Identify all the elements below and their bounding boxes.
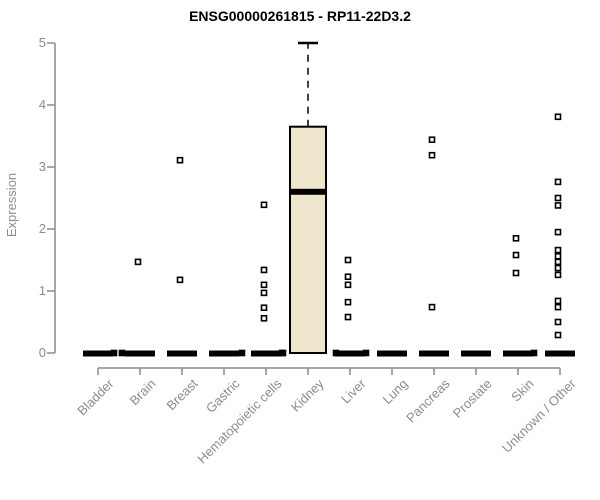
y-tick-label: 4 xyxy=(38,97,46,112)
flat-box-Hematopoietic cells xyxy=(251,350,281,357)
flat-box-Pancreas xyxy=(419,350,449,357)
outlier-point xyxy=(260,304,268,312)
outlier-point xyxy=(512,251,520,259)
outlier-point xyxy=(260,201,268,209)
outlier-point xyxy=(260,289,268,297)
outlier-point xyxy=(428,151,436,159)
outlier-point xyxy=(278,349,286,357)
y-tick-label: 1 xyxy=(38,283,46,298)
outlier-point xyxy=(260,314,268,322)
outlier-point xyxy=(332,349,340,357)
outlier-point xyxy=(554,202,562,209)
outlier-point xyxy=(110,349,118,357)
outlier-point xyxy=(512,269,520,277)
outlier-point xyxy=(554,258,562,266)
outlier-point xyxy=(344,298,352,306)
outlier-point xyxy=(344,281,352,289)
outlier-point xyxy=(260,266,268,274)
median-line xyxy=(291,188,325,195)
chart-title: ENSG00000261815 - RP11-22D3.2 xyxy=(189,8,411,24)
outlier-point xyxy=(554,331,562,339)
outlier-point xyxy=(238,349,246,357)
flat-box-Brain xyxy=(125,350,155,357)
flat-box-Lung xyxy=(377,350,407,357)
outlier-point xyxy=(134,258,142,266)
outlier-point xyxy=(554,252,562,260)
outlier-point xyxy=(554,271,562,279)
outlier-point xyxy=(530,349,538,357)
y-tick-label: 3 xyxy=(38,159,46,174)
outlier-point xyxy=(362,349,370,357)
outlier-point xyxy=(428,136,436,144)
outlier-point xyxy=(176,156,184,164)
outlier-point xyxy=(512,235,520,242)
outlier-point xyxy=(118,349,126,357)
flat-box-Liver xyxy=(335,350,365,357)
outlier-point xyxy=(176,276,184,284)
y-tick-label: 2 xyxy=(38,221,46,236)
flat-box-Breast xyxy=(167,350,197,357)
outlier-point xyxy=(554,113,562,121)
outlier-point xyxy=(554,194,562,202)
flat-box-Prostate xyxy=(461,350,491,357)
flat-box-Gastric xyxy=(209,350,239,357)
y-tick-label: 0 xyxy=(38,345,46,360)
y-tick-label: 5 xyxy=(38,35,46,50)
outlier-point xyxy=(554,264,562,272)
outlier-point xyxy=(554,318,562,326)
outlier-point xyxy=(554,303,562,311)
outlier-point xyxy=(554,228,562,236)
outlier-point xyxy=(554,246,562,254)
box-Kidney xyxy=(289,125,327,354)
outlier-point xyxy=(554,297,562,305)
outlier-point xyxy=(344,273,352,281)
flat-box-Bladder xyxy=(83,350,113,357)
outlier-point xyxy=(260,281,268,289)
outlier-point xyxy=(344,256,352,264)
outlier-point xyxy=(344,313,352,321)
outlier-point xyxy=(428,303,436,311)
flat-box-Skin xyxy=(503,350,533,357)
flat-box-Unknown / Other xyxy=(545,350,575,357)
outlier-point xyxy=(554,178,562,186)
